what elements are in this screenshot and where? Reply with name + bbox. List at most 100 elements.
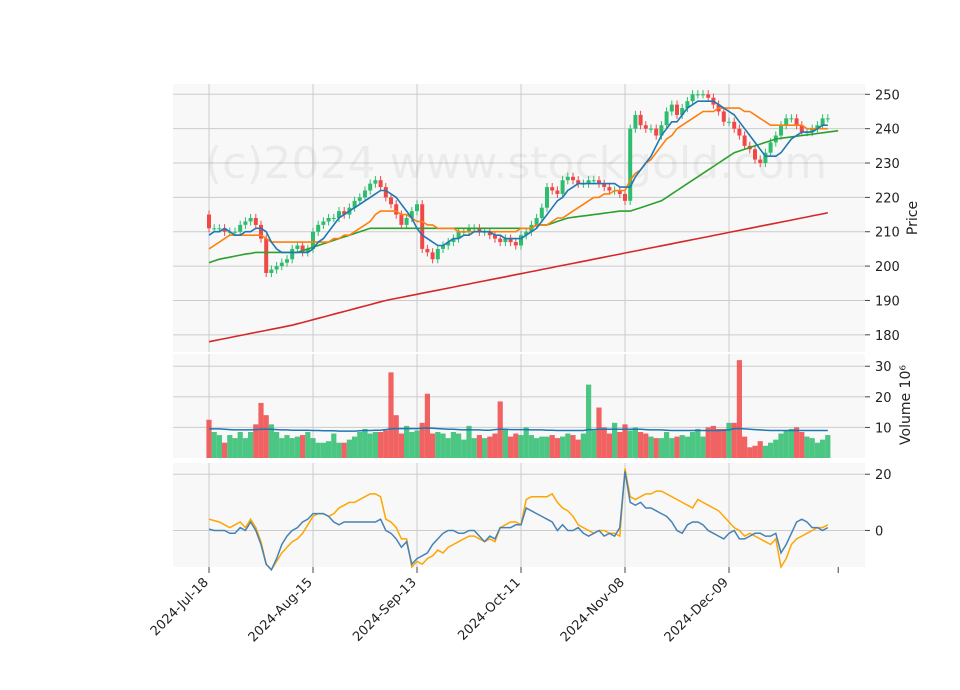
volume-bar — [268, 424, 274, 458]
candle-body — [451, 238, 456, 243]
volume-bar — [684, 436, 690, 458]
candle-body — [467, 228, 471, 232]
volume-bar — [632, 427, 638, 458]
volume-bar — [341, 442, 347, 458]
volume-bar — [320, 442, 326, 458]
volume-bar — [310, 438, 316, 458]
volume-bar — [263, 415, 269, 458]
candle-body — [363, 190, 367, 198]
grid — [173, 84, 865, 567]
candle-body — [248, 218, 253, 222]
volume-bar — [695, 428, 701, 458]
price-y-tick-label: 180 — [875, 329, 900, 344]
candle-body — [441, 245, 445, 249]
x-tick-label: 2024-Jul-18 — [148, 575, 212, 639]
candle-body — [279, 262, 284, 267]
price-panel — [173, 84, 865, 352]
candle-body — [643, 125, 648, 129]
candle-body — [664, 111, 669, 126]
volume-bar — [476, 435, 482, 458]
volume-bar — [617, 432, 623, 458]
volume-bar — [643, 433, 649, 458]
candle-body — [420, 204, 425, 249]
x-tick-label: 2024-Aug-15 — [246, 575, 316, 645]
volume-bar — [222, 442, 228, 458]
candle-body — [295, 245, 300, 249]
price-y-tick-label: 200 — [875, 260, 900, 275]
ma-short-line — [208, 100, 828, 254]
volume-bar — [430, 433, 436, 458]
volume-bar — [367, 433, 373, 458]
volume-bar — [237, 432, 243, 458]
volume-bar — [627, 430, 633, 458]
candle-body — [264, 238, 269, 273]
volume-bar — [346, 439, 352, 458]
volume-bar — [742, 436, 748, 458]
candle-body — [404, 218, 409, 225]
volume-bar — [648, 436, 654, 458]
volume-bar — [768, 442, 774, 458]
candle-body — [285, 259, 289, 263]
candle-body — [758, 159, 763, 164]
volume-bar — [274, 432, 280, 458]
volume-y-tick-label: 30 — [875, 360, 892, 375]
candle-body — [337, 211, 341, 218]
x-tick-label: 2024-Nov-08 — [558, 575, 628, 645]
price-y-tick-label: 220 — [875, 191, 900, 206]
volume-bar — [721, 428, 727, 458]
candle-body — [701, 94, 705, 96]
candle-body — [597, 180, 601, 184]
volume-bar — [762, 445, 768, 458]
candle-body — [727, 121, 731, 123]
oscillator-fast-line — [208, 471, 829, 572]
candle-body — [675, 104, 679, 115]
candle-body — [212, 228, 217, 230]
volume-bar — [809, 438, 815, 458]
candle-body — [238, 224, 243, 232]
candle-body — [435, 248, 440, 260]
x-tick-label: 2024-Sep-13 — [350, 575, 420, 645]
volume-bar — [674, 436, 680, 458]
price-y-tick-label: 250 — [875, 88, 900, 103]
candle-body — [326, 218, 331, 222]
volume-bar — [404, 425, 410, 458]
candle-body — [477, 228, 482, 232]
volume-bar — [279, 438, 285, 458]
candle-body — [550, 187, 555, 191]
candle-body — [513, 242, 518, 246]
price-y-tick-label: 210 — [875, 226, 900, 241]
volume-bar — [393, 415, 399, 458]
volume-bar — [232, 438, 238, 458]
volume-bar — [726, 422, 732, 458]
candle-body — [331, 218, 336, 219]
volume-bar — [466, 425, 472, 458]
candle-body — [555, 190, 560, 194]
candle-body — [617, 190, 622, 194]
volume-bar — [757, 441, 763, 458]
candle-body — [373, 180, 378, 184]
volume-bar — [705, 427, 711, 458]
candle-body — [680, 108, 685, 115]
volume-bar — [825, 435, 831, 458]
volume-bar — [440, 433, 446, 458]
volume-bar — [502, 428, 508, 458]
volume-bar — [669, 438, 675, 458]
volume-bar — [544, 436, 550, 458]
candle-body — [695, 94, 700, 96]
volume-bar — [580, 433, 586, 458]
candle-body — [654, 128, 659, 136]
candle-body — [685, 101, 690, 109]
volume-bar — [570, 435, 576, 458]
volume-bar — [216, 435, 222, 458]
candle-body — [721, 111, 726, 122]
volume-layer — [206, 360, 831, 458]
volume-bar — [248, 432, 254, 458]
price-y-tick-label: 190 — [875, 294, 900, 309]
oscillator-y-tick-label: 20 — [875, 468, 892, 483]
candle-body — [571, 176, 575, 181]
candle-body — [732, 121, 737, 129]
candle-body — [498, 238, 503, 243]
candle-body — [389, 197, 393, 205]
candle-body — [690, 94, 695, 102]
candle-body — [628, 128, 633, 201]
